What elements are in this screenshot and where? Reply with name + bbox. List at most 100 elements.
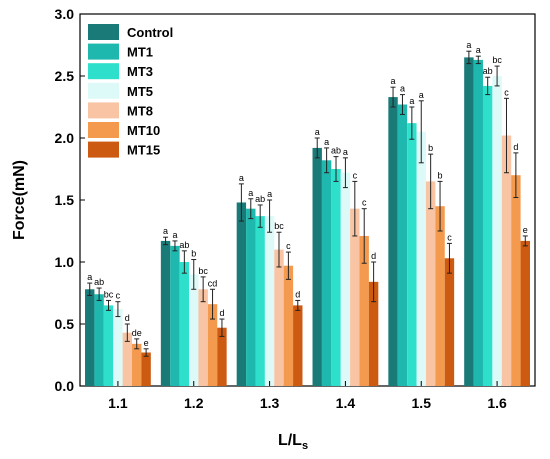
x-axis-title-main: L/L — [278, 432, 302, 449]
bar-mt15-1.3 — [293, 305, 303, 386]
significance-letter: de — [132, 328, 142, 338]
significance-letter: ab — [331, 146, 341, 156]
legend: Control MT1 MT3 MT5 MT8 MT10 MT15 — [88, 24, 173, 158]
bar-mt15-1.4 — [368, 281, 379, 386]
bar-mt15-1.2 — [217, 327, 227, 386]
bar-mt1-1.6 — [473, 59, 483, 386]
bar-mt5-1.5 — [416, 131, 426, 386]
legend-label-mt3: MT3 — [127, 64, 153, 79]
y-tick-label: 0.0 — [55, 378, 75, 394]
y-tick-label: 2.5 — [55, 68, 75, 84]
legend-swatch-control — [88, 24, 119, 40]
bar-control-1.3 — [236, 202, 247, 386]
significance-letter: a — [87, 272, 92, 282]
bar-mt10-1.1 — [132, 343, 142, 386]
y-tick-label: 1.0 — [55, 254, 75, 270]
bar-mt3-1.5 — [407, 123, 417, 387]
x-tick-label: 1.1 — [108, 395, 128, 411]
legend-swatch-mt8 — [88, 102, 119, 119]
significance-letter: ab — [94, 277, 104, 287]
x-axis-title: L/Ls — [278, 432, 308, 452]
significance-letter: a — [239, 173, 244, 183]
bar-mt10-1.6 — [511, 175, 521, 386]
bar-mt3-1.6 — [482, 85, 493, 387]
significance-letter: cd — [208, 278, 218, 288]
legend-label-mt5: MT5 — [127, 84, 153, 99]
x-tick-label: 1.3 — [260, 395, 280, 411]
bar-mt5-1.3 — [264, 216, 275, 386]
bar-control-1.5 — [388, 97, 398, 386]
bar-mt10-1.4 — [359, 235, 369, 386]
y-tick-label: 0.5 — [55, 316, 75, 332]
significance-letter: d — [125, 313, 130, 323]
significance-letter: ab — [483, 66, 493, 76]
bars-layer — [85, 57, 530, 387]
legend-label-mt15: MT15 — [127, 143, 160, 158]
significance-letter: bc — [198, 266, 208, 276]
bar-mt5-1.6 — [492, 76, 502, 386]
significance-letter: ab — [179, 240, 189, 250]
legend-label-mt1: MT1 — [127, 45, 153, 60]
significance-letter: e — [144, 338, 149, 348]
bar-mt3-1.4 — [331, 169, 341, 386]
legend-swatch-mt5 — [88, 82, 119, 99]
bar-mt15-1.6 — [520, 240, 530, 386]
significance-letter: ab — [255, 194, 265, 204]
significance-letter: d — [219, 308, 224, 318]
bar-mt8-1.4 — [350, 208, 360, 386]
y-tick-label: 1.5 — [55, 192, 75, 208]
bar-mt8-1.6 — [501, 135, 512, 386]
bar-mt8-1.1 — [122, 332, 133, 386]
y-tick-label: 2.0 — [55, 130, 75, 146]
bar-mt5-1.4 — [340, 172, 351, 386]
bar-mt15-1.5 — [444, 258, 455, 386]
bar-control-1.2 — [160, 240, 171, 386]
bar-mt1-1.2 — [170, 245, 180, 386]
bar-control-1.1 — [85, 289, 95, 386]
significance-letter: c — [362, 198, 367, 208]
significance-letter: a — [267, 189, 272, 199]
significance-letter: a — [315, 127, 320, 137]
bar-mt3-1.1 — [103, 305, 114, 386]
bar-control-1.6 — [464, 57, 474, 387]
significance-letter: a — [466, 40, 471, 50]
bar-mt5-1.1 — [113, 309, 123, 386]
significance-letter: a — [391, 76, 396, 86]
bar-mt8-1.5 — [425, 181, 436, 386]
bar-mt1-1.4 — [321, 160, 332, 386]
bar-mt10-1.5 — [435, 206, 445, 386]
bar-mt10-1.3 — [283, 265, 294, 386]
significance-letter: c — [447, 232, 452, 242]
legend-swatch-mt10 — [88, 122, 119, 138]
significance-letter: bc — [492, 55, 502, 65]
significance-letter: d — [371, 251, 376, 261]
significance-letter: a — [163, 226, 168, 236]
y-tick-label: 3.0 — [55, 6, 75, 22]
significance-letter: d — [295, 289, 300, 299]
significance-letter: c — [116, 291, 121, 301]
significance-letter: c — [504, 87, 509, 97]
x-axis-title-subscript: s — [302, 440, 308, 452]
legend-swatch-mt15 — [88, 141, 119, 158]
significance-letter: c — [286, 241, 291, 251]
significance-letter: a — [343, 147, 348, 157]
significance-letter: a — [409, 96, 414, 106]
bar-mt10-1.2 — [207, 304, 218, 386]
legend-swatch-mt1 — [88, 43, 119, 60]
legend-label-control: Control — [127, 25, 173, 40]
significance-letter: c — [353, 170, 358, 180]
bar-mt1-1.1 — [94, 294, 104, 386]
x-tick-label: 1.6 — [487, 395, 507, 411]
significance-letter: a — [248, 188, 253, 198]
legend-swatch-mt3 — [88, 63, 119, 80]
significance-letter: b — [428, 143, 433, 153]
x-tick-label: 1.4 — [336, 395, 356, 411]
bar-mt3-1.3 — [255, 216, 265, 386]
bar-mt15-1.1 — [141, 352, 151, 386]
bar-mt5-1.2 — [189, 274, 199, 386]
significance-letter: e — [523, 225, 528, 235]
bar-mt8-1.3 — [274, 249, 284, 386]
